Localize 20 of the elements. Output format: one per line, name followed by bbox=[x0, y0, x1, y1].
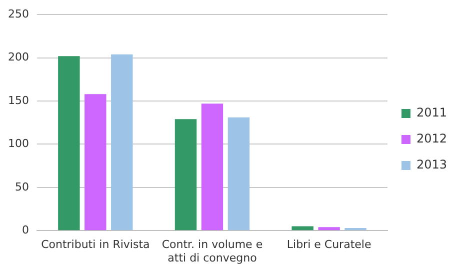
x-tick-label: Contributi in Rivista bbox=[41, 238, 150, 252]
legend-label: 2012 bbox=[416, 132, 448, 146]
bar bbox=[174, 119, 197, 230]
x-tick-label: Libri e Curatele bbox=[286, 238, 372, 252]
y-tick-label: 150 bbox=[8, 94, 29, 107]
bar bbox=[292, 226, 314, 230]
legend-label: 2013 bbox=[416, 158, 448, 172]
bar bbox=[228, 117, 250, 230]
bar bbox=[84, 94, 106, 230]
x-tick-label: Contr. in volume e atti di convegno bbox=[162, 238, 263, 264]
y-tick-label: 50 bbox=[14, 180, 29, 194]
legend-label: 2011 bbox=[416, 106, 448, 120]
y-tick-label: 200 bbox=[8, 50, 29, 64]
bar bbox=[201, 104, 224, 230]
y-tick-label: 0 bbox=[22, 223, 29, 236]
bar bbox=[58, 56, 80, 230]
y-tick-label: 250 bbox=[8, 7, 29, 20]
bar bbox=[318, 227, 340, 230]
bar bbox=[111, 54, 133, 230]
y-tick-label: 100 bbox=[8, 137, 29, 150]
